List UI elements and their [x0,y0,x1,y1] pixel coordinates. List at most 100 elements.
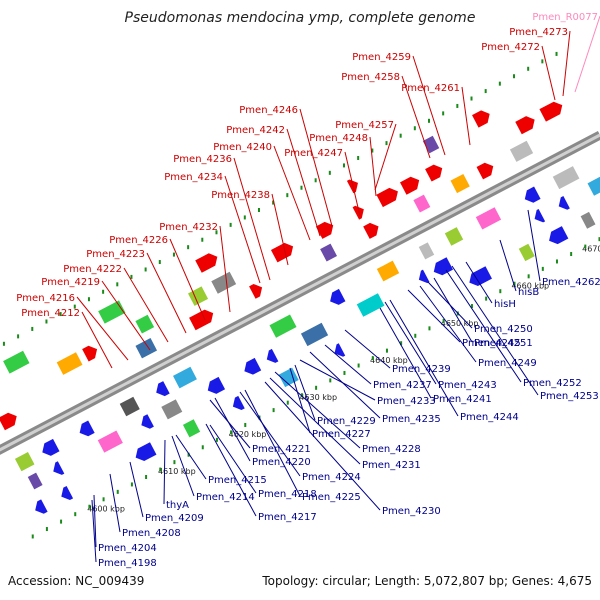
gene-label-lower: Pmen_4215 [208,475,267,486]
tick-mark [158,260,161,265]
gene-arrow [334,343,346,357]
gene-arrow [400,176,420,195]
gene-arrow [189,309,214,331]
kbp-tick-label: 4650 kbp [441,319,479,328]
tick-mark [371,148,374,153]
leader-line [269,377,361,465]
topology-text: Topology: circular; Length: 5,072,807 bp… [262,574,592,588]
gene-block [444,227,464,246]
gene-block [3,350,30,374]
gene-block [173,366,197,389]
kbp-tick-label: 4620 kbp [229,430,267,439]
tick-mark [272,408,275,413]
tick-mark [513,281,516,286]
leader-line [389,299,459,417]
tick-mark [385,141,388,146]
gene-arrow [476,162,494,180]
gene-label-lower: Pmen_4224 [302,472,361,483]
tick-mark [244,422,247,427]
kbp-tick-label: 4630 kbp [299,393,337,402]
gene-arrow [244,357,262,375]
tick-mark [456,103,459,108]
gene-arrow [346,179,358,194]
gene-label-lower: Pmen_4220 [252,457,311,468]
tick-mark [257,208,260,213]
leader-line [344,329,391,369]
leader-line [244,389,301,497]
tick-mark [2,341,5,346]
tick-mark [130,274,133,279]
tick-mark [485,296,488,301]
gene-label-lower: Pmen_4262 [542,277,600,288]
leader-line [465,261,493,304]
gene-label-lower: Pmen_4225 [302,492,361,503]
tick-mark [513,74,516,79]
tick-mark [59,312,62,317]
gene-label-lower: Pmen_4228 [362,444,421,455]
tick-mark [74,512,77,517]
gene-label-upper: Pmen_4226 [109,235,168,246]
kbp-tick-label: 4670 kbp [582,245,600,254]
leader-line [169,238,206,321]
gene-block [552,166,580,190]
gene-label-lower: Pmen_4245 [462,338,521,349]
gene-label-upper: Pmen_4238 [211,190,270,201]
gene-block [14,452,35,472]
gene-arrow [549,226,569,245]
leader-line [433,277,473,343]
gene-arrow [352,205,364,220]
gene-label-upper: Pmen_4234 [164,172,223,183]
leader-line [274,371,361,449]
leader-line [344,151,361,217]
leader-line [123,267,169,343]
tick-mark [230,430,233,435]
tick-mark [45,527,48,532]
gene-arrow [249,284,263,299]
tick-mark [45,319,48,324]
tick-mark [541,59,544,64]
tick-mark [229,222,232,227]
leader-line [146,252,187,334]
tick-mark [315,385,318,390]
gene-arrow [363,222,379,239]
leader-line [93,494,97,548]
tick-mark [541,266,544,271]
tick-mark [144,267,147,272]
tick-mark [286,193,289,198]
tick-mark [555,51,558,56]
gene-arrow [534,208,546,223]
leader-line [324,344,372,385]
gene-arrow [266,348,279,363]
gene-arrow [195,253,218,273]
gene-label-upper: Pmen_4261 [401,83,460,94]
gene-block [97,430,123,453]
tick-mark [427,118,430,123]
leader-line [401,75,431,159]
tick-mark [527,274,530,279]
gene-labels: Pmen_4212 Pmen_4216 Pmen_4219 Pmen_4222 Pmen… [16,12,600,569]
kbp-tick-label: 4610 kbp [158,467,196,476]
tick-mark [201,445,204,450]
tick-mark [371,356,374,361]
gene-label-lower: Pmen_4214 [196,492,255,503]
gene-label-lower: Pmen_4221 [252,444,311,455]
leader-line [271,193,289,266]
gene-arrow [558,196,570,210]
gene-block [182,419,201,438]
leader-line [374,123,397,191]
gene-label-upper: Pmen_4247 [284,148,343,159]
tick-mark [60,519,63,524]
tick-mark [314,178,317,183]
leader-line [541,45,556,101]
gene-arrow [515,116,535,135]
leader-line [499,239,517,292]
tick-mark [215,437,218,442]
gene-label-upper: Pmen_4219 [41,277,100,288]
tick-mark [145,475,148,480]
kbp-ticks: 4600 kbp 4610 kbp 4620 kbp 4630 kbp 4640 kbp… [2,51,600,539]
gene-block [161,399,183,420]
gene-label-lower: Pmen_4209 [145,513,204,524]
leader-line [562,30,571,97]
gene-arrow [232,395,245,411]
